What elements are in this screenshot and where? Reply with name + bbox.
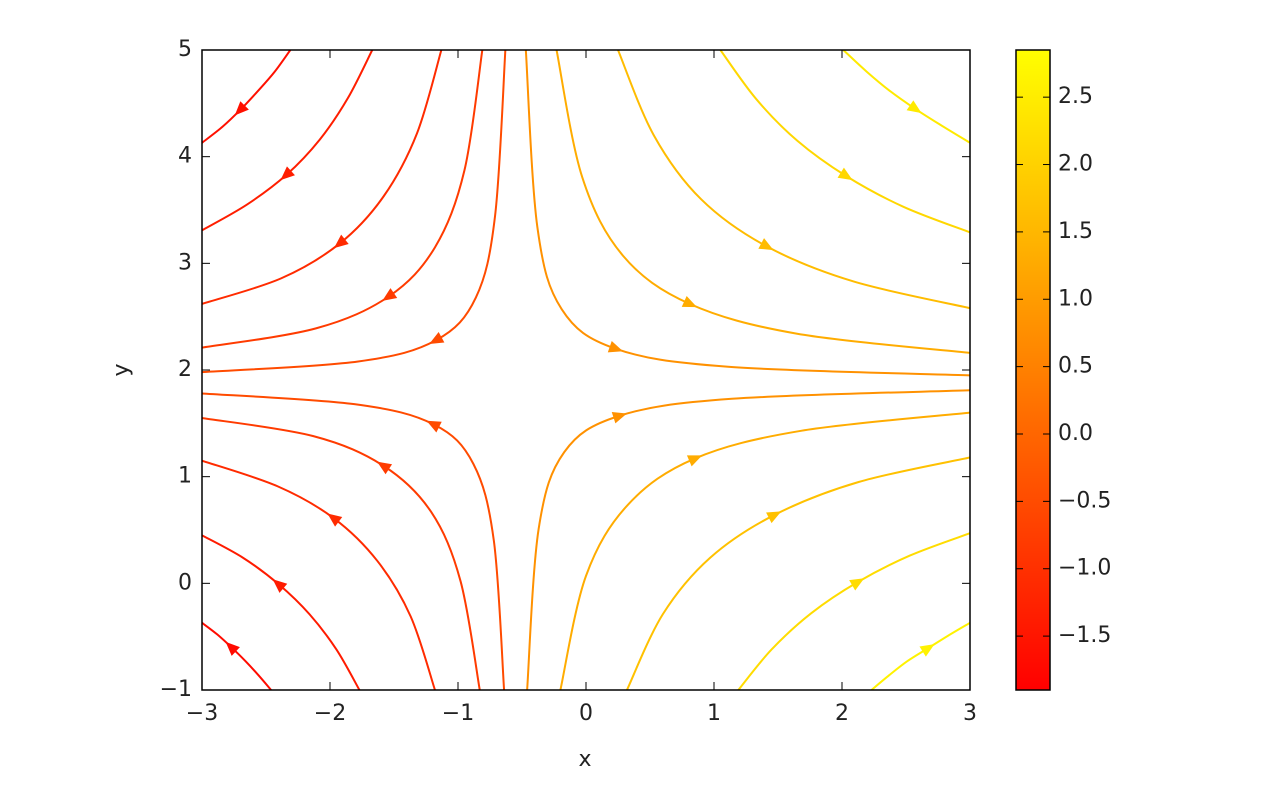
colorbar-tick-label: 0.5 bbox=[1058, 354, 1093, 379]
streamline bbox=[202, 534, 361, 690]
y-axis-label: y bbox=[109, 363, 134, 376]
streamline bbox=[202, 50, 374, 232]
y-tick-label: 0 bbox=[178, 570, 192, 595]
streamline-arrow bbox=[333, 234, 349, 249]
y-tick-label: 5 bbox=[178, 37, 192, 62]
streamline bbox=[555, 50, 970, 354]
streamline-arrow bbox=[377, 461, 393, 475]
y-tick-label: 4 bbox=[178, 144, 192, 169]
streamline bbox=[202, 459, 436, 690]
streamline-arrow bbox=[686, 455, 703, 467]
streamline-arrow bbox=[382, 288, 398, 301]
streamline bbox=[202, 417, 481, 690]
streamline bbox=[626, 456, 970, 690]
colorbar-tick-label: −1.0 bbox=[1058, 556, 1111, 581]
streamline-arrow bbox=[607, 341, 623, 353]
streamlines bbox=[202, 50, 970, 690]
x-tick-label: 3 bbox=[963, 701, 977, 726]
streamline-arrow bbox=[837, 167, 853, 181]
x-tick-label: 2 bbox=[835, 701, 849, 726]
streamline bbox=[842, 50, 970, 144]
streamline bbox=[202, 392, 506, 690]
streamline bbox=[719, 50, 970, 234]
streamline-arrow bbox=[272, 579, 288, 593]
streamline bbox=[202, 50, 292, 144]
colorbar-tick-label: −0.5 bbox=[1058, 488, 1111, 513]
streamline bbox=[617, 50, 970, 310]
x-tick-label: 0 bbox=[579, 701, 593, 726]
streamline bbox=[737, 532, 970, 690]
streamline-arrow bbox=[919, 644, 935, 657]
colorbar-tick-label: 1.0 bbox=[1058, 286, 1093, 311]
x-tick-label: −3 bbox=[186, 701, 218, 726]
colorbar-tick-label: 1.5 bbox=[1058, 219, 1093, 244]
streamline bbox=[526, 389, 970, 690]
x-tick-label: −2 bbox=[314, 701, 346, 726]
streamline-arrow bbox=[681, 295, 697, 308]
streamline bbox=[870, 621, 970, 690]
streamline-arrow bbox=[280, 166, 295, 181]
y-tick-label: −1 bbox=[160, 677, 192, 702]
streamline-arrow bbox=[327, 513, 343, 527]
streamline-arrow bbox=[426, 420, 442, 433]
streamline-arrow bbox=[429, 331, 445, 344]
streamline-arrow bbox=[234, 101, 249, 116]
colorbar-tick-label: 2.0 bbox=[1058, 152, 1093, 177]
y-tick-label: 3 bbox=[178, 250, 192, 275]
streamline-arrow bbox=[758, 238, 774, 251]
x-axis-label: x bbox=[578, 747, 591, 772]
streamline-arrow bbox=[766, 511, 782, 524]
streamline bbox=[559, 411, 970, 690]
streamline bbox=[202, 50, 484, 349]
colorbar bbox=[1015, 49, 1051, 691]
y-tick-label: 1 bbox=[178, 464, 192, 489]
plot-frame bbox=[201, 49, 971, 691]
x-tick-label: −1 bbox=[442, 701, 474, 726]
x-tick-label: 1 bbox=[707, 701, 721, 726]
streamline-arrow bbox=[611, 411, 627, 424]
colorbar-tick-label: 2.5 bbox=[1058, 84, 1093, 109]
streamline bbox=[202, 622, 272, 690]
streamline-arrow bbox=[906, 100, 922, 114]
streamline bbox=[202, 50, 507, 374]
y-tick-label: 2 bbox=[178, 357, 192, 382]
streamline bbox=[202, 50, 443, 305]
streamline-arrow bbox=[849, 578, 865, 591]
colorbar-tick-label: −1.5 bbox=[1058, 623, 1111, 648]
streamline-arrow bbox=[225, 641, 240, 656]
streamline bbox=[524, 50, 970, 377]
colorbar-tick-label: 0.0 bbox=[1058, 421, 1093, 446]
